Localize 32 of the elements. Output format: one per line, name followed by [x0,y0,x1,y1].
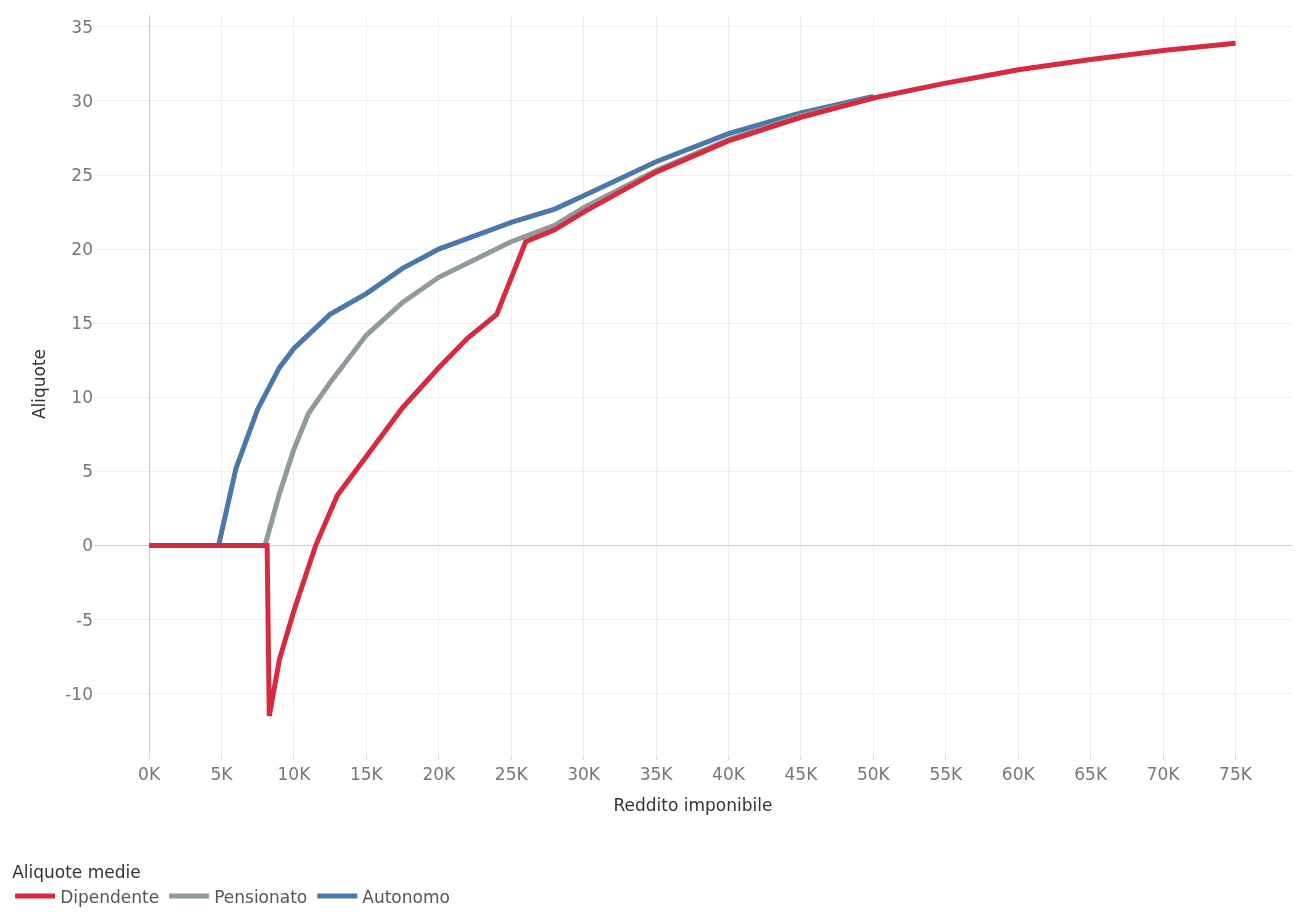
y-tick-label: 25 [71,165,93,185]
x-tick-label: 35K [639,764,674,785]
legend-label: Pensionato [214,886,308,907]
y-tick-label: -10 [65,683,93,704]
x-tick-label: 20K [422,764,457,785]
x-tick-label: 75K [1219,764,1253,785]
x-tick-label: 15K [349,764,384,785]
legend-label: Dipendente [60,886,160,907]
y-tick-label: 20 [71,239,93,260]
y-tick-label: 30 [71,90,93,111]
y-axis-title: Aliquote [28,348,49,420]
y-tick-label: 10 [71,387,93,408]
x-tick-label: 0K [138,764,161,785]
x-tick-label: 30K [567,764,601,785]
x-tick-label: 10K [277,764,312,785]
x-tick-label: 45K [784,764,819,785]
x-tick-label: 65K [1074,764,1108,785]
legend-label: Autonomo [362,886,450,907]
x-tick-label: 25K [494,764,529,785]
x-tick-label: 70K [1146,764,1181,785]
y-tick-label: 5 [82,461,93,482]
y-tick-label: 15 [71,313,93,334]
x-tick-label: 5K [210,764,234,785]
x-tick-label: 50K [856,764,891,785]
x-axis-title: Reddito imponibile [613,794,773,815]
y-tick-label: 0 [82,535,93,556]
legend-title: Aliquote medie [12,862,141,883]
x-tick-label: 40K [712,764,746,785]
y-tick-label: 35 [71,16,93,37]
y-tick-label: -5 [76,609,93,630]
x-tick-label: 55K [929,764,964,785]
x-tick-label: 60K [1001,764,1036,785]
